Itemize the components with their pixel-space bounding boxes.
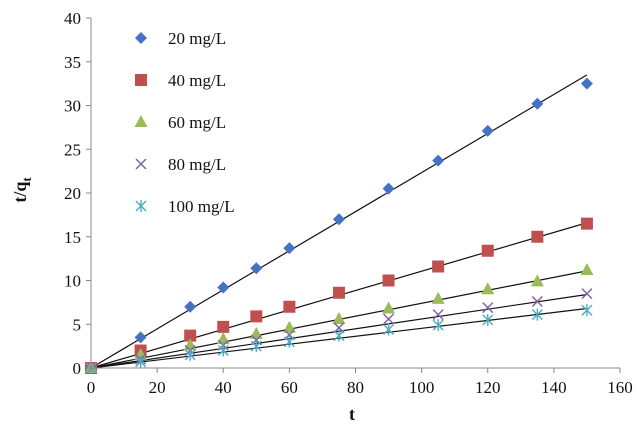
legend-marker [135, 32, 147, 44]
data-point [184, 329, 197, 342]
x-tick-label: 160 [607, 378, 633, 397]
legend: 20 mg/L 40 mg/L 60 mg/L 80 mg/L 100 mg/L [134, 29, 235, 216]
y-tick-label: 15 [64, 228, 81, 247]
data-point [332, 213, 345, 226]
x-tick-label: 80 [347, 378, 364, 397]
x-tick-label: 140 [541, 378, 567, 397]
data-point [481, 244, 494, 257]
data-point [250, 340, 262, 353]
data-point [216, 332, 230, 345]
data-point [431, 291, 445, 304]
x-tick-label: 20 [149, 378, 166, 397]
data-markers [84, 77, 594, 374]
data-point [383, 323, 395, 336]
legend-label: 20 mg/L [168, 29, 226, 48]
data-point [217, 281, 230, 294]
data-point [249, 326, 263, 339]
data-point [382, 182, 395, 195]
data-point [250, 262, 263, 275]
data-point [135, 355, 147, 368]
data-point [581, 288, 593, 300]
data-point [531, 230, 544, 243]
y-tick-label: 25 [64, 140, 81, 159]
legend-marker [134, 115, 148, 127]
x-tick-label: 120 [475, 378, 501, 397]
y-axis-title-subscript: t [19, 177, 34, 182]
data-point [432, 309, 444, 321]
data-point [217, 344, 229, 357]
legend-marker [135, 158, 147, 170]
data-point [580, 217, 593, 230]
data-point [282, 320, 296, 333]
y-tick-label: 20 [64, 184, 81, 203]
y-tick-label: 35 [64, 53, 81, 72]
data-point [250, 310, 263, 323]
axes: 0 20 40 60 80 100 120 140 160 0 5 10 15 20 25 30 35 40 [64, 9, 633, 397]
data-point [283, 242, 296, 255]
data-point [581, 304, 593, 317]
legend-label: 80 mg/L [168, 155, 226, 174]
data-point [134, 331, 147, 344]
data-point [283, 300, 296, 313]
y-axis-title: t/qt [10, 177, 34, 203]
data-point [580, 263, 594, 275]
y-tick-label: 5 [73, 315, 82, 334]
data-point [481, 124, 494, 137]
data-point [382, 301, 396, 314]
data-point [482, 302, 494, 314]
y-axis-title-main: t/q [10, 182, 30, 203]
data-point [332, 286, 345, 299]
y-tick-label: 40 [64, 9, 81, 28]
data-point [482, 313, 494, 326]
legend-label: 60 mg/L [168, 113, 226, 132]
y-tick-label: 30 [64, 97, 81, 116]
data-point [333, 329, 345, 342]
legend-marker [135, 200, 147, 212]
data-point [531, 295, 543, 308]
x-tick-label: 100 [409, 378, 435, 397]
legend-label: 40 mg/L [168, 71, 226, 90]
data-point [481, 282, 495, 295]
data-point [333, 322, 345, 334]
x-tick-label: 0 [87, 378, 96, 397]
data-point [184, 348, 196, 361]
data-point [184, 300, 197, 313]
x-tick-label: 40 [215, 378, 232, 397]
data-point [432, 154, 445, 167]
legend-label: 100 mg/L [168, 197, 235, 216]
data-point [382, 274, 395, 287]
data-point [580, 77, 593, 90]
data-point [432, 260, 445, 273]
y-tick-label: 10 [64, 272, 81, 291]
y-tick-label: 0 [73, 359, 82, 378]
data-point [432, 319, 444, 332]
data-point [530, 274, 544, 287]
legend-marker [135, 74, 147, 86]
data-point [217, 320, 230, 333]
data-point [531, 97, 544, 110]
x-tick-label: 60 [281, 378, 298, 397]
data-point [531, 308, 543, 321]
x-axis-title: t [349, 404, 355, 424]
data-point [383, 313, 395, 325]
data-point [332, 312, 346, 324]
data-point [283, 335, 295, 348]
